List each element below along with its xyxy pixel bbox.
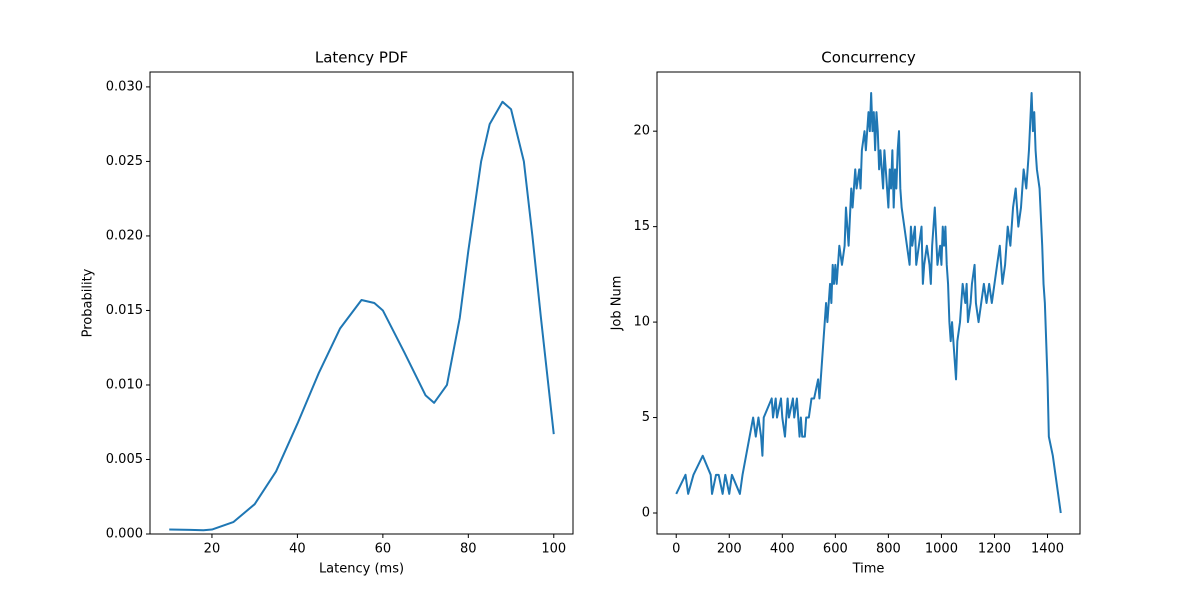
y-tick-label: 5 [642,410,650,425]
y-tick-label: 0.030 [106,79,143,94]
y-axis-label: Job Num [610,276,625,332]
y-axis-label: Probability [81,268,96,337]
data-line [675,92,1062,514]
chart-title: Concurrency [821,49,916,67]
x-tick-label: 400 [770,542,795,557]
y-tick-label: 20 [633,124,650,139]
y-tick-label: 0 [642,506,650,521]
y-tick-label: 10 [633,315,650,330]
y-tick-label: 0.010 [106,377,143,392]
axes-frame [149,71,574,535]
y-tick-label: 0.015 [106,303,143,318]
axes-frame [656,71,1081,535]
y-tick-label: 0.020 [106,228,143,243]
x-axis-label: Latency (ms) [319,562,404,577]
x-tick-label: 40 [289,542,306,557]
x-tick-label: 60 [375,542,392,557]
x-tick-label: 200 [717,542,742,557]
data-line [169,100,555,532]
y-tick-label: 0.000 [106,527,143,542]
x-tick-label: 600 [823,542,848,557]
x-tick-label: 80 [460,542,477,557]
x-tick-label: 100 [541,542,566,557]
x-tick-label: 0 [672,542,680,557]
x-axis-label: Time [852,562,885,577]
chart-title: Latency PDF [315,49,408,67]
y-tick-label: 0.025 [106,154,143,169]
y-tick-label: 0.005 [106,452,143,467]
x-tick-label: 1000 [925,542,958,557]
x-tick-label: 800 [876,542,901,557]
x-tick-label: 1400 [1031,542,1064,557]
y-tick-label: 15 [633,219,650,234]
x-tick-label: 20 [204,542,221,557]
x-tick-label: 1200 [978,542,1011,557]
